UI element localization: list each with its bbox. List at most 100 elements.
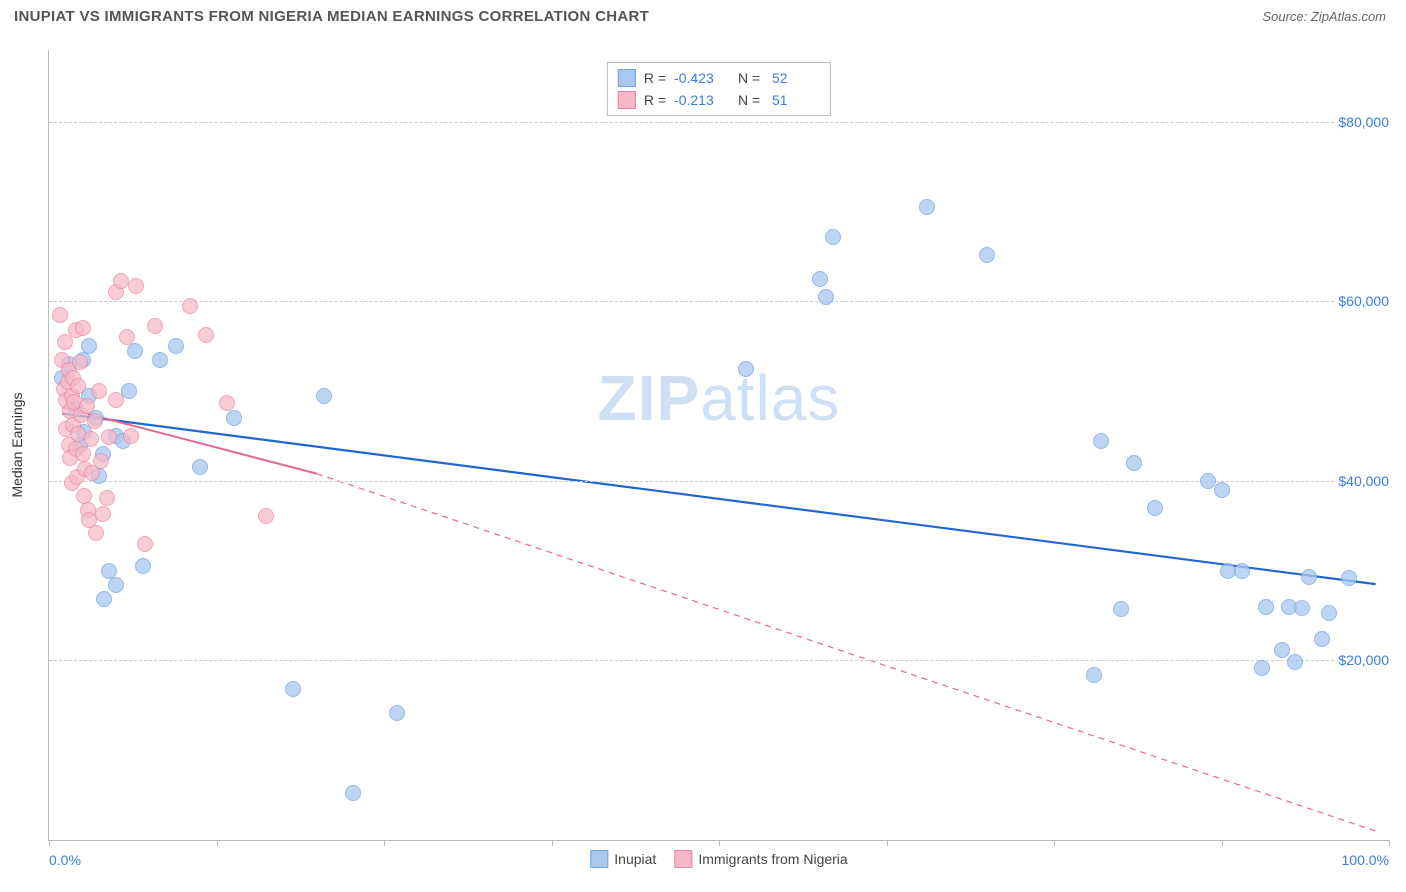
stat-n-label: N = [734,70,760,86]
scatter-point [1214,482,1230,498]
scatter-point [1113,601,1129,617]
scatter-point [389,705,405,721]
scatter-point [95,506,111,522]
scatter-point [152,352,168,368]
scatter-point [345,785,361,801]
x-tick [49,840,50,846]
stat-r-label: R = [644,92,666,108]
scatter-point [825,229,841,245]
gridline [49,660,1389,661]
scatter-point [1321,605,1337,621]
trend-lines-layer [49,50,1389,840]
scatter-point [137,536,153,552]
x-axis-min-label: 0.0% [49,852,81,868]
scatter-point [119,329,135,345]
scatter-point [83,431,99,447]
stats-row: R = -0.213 N = 51 [618,89,820,111]
scatter-point [147,318,163,334]
scatter-point [101,429,117,445]
y-tick-label: $40,000 [1336,473,1391,489]
scatter-point [1294,600,1310,616]
legend-swatch [674,850,692,868]
scatter-point [1254,660,1270,676]
chart-title: INUPIAT VS IMMIGRANTS FROM NIGERIA MEDIA… [14,8,649,25]
gridline [49,301,1389,302]
scatter-point [1093,433,1109,449]
y-tick-label: $20,000 [1336,652,1391,668]
stat-r-value: -0.213 [674,92,726,108]
scatter-point [108,392,124,408]
scatter-point [113,273,129,289]
x-axis-max-label: 100.0% [1342,852,1389,868]
stat-n-value: 52 [768,70,820,86]
x-tick [1389,840,1390,846]
scatter-point [1314,631,1330,647]
stat-n-label: N = [734,92,760,108]
scatter-point [121,383,137,399]
scatter-point [258,508,274,524]
legend-swatch [590,850,608,868]
scatter-point [99,490,115,506]
scatter-point [79,398,95,414]
y-tick-label: $80,000 [1336,114,1391,130]
scatter-point [123,428,139,444]
source-attribution: Source: ZipAtlas.com [1262,9,1386,24]
scatter-point [226,410,242,426]
scatter-point [128,278,144,294]
scatter-point [88,525,104,541]
scatter-point [72,354,88,370]
scatter-point [219,395,235,411]
legend-item: Inupiat [590,850,656,868]
x-tick [719,840,720,846]
scatter-point [316,388,332,404]
scatter-point [1086,667,1102,683]
x-tick [384,840,385,846]
scatter-point [1258,599,1274,615]
gridline [49,481,1389,482]
correlation-stats-box: R = -0.423 N = 52 R = -0.213 N = 51 [607,62,831,116]
gridline [49,122,1389,123]
scatter-chart: Median Earnings ZIPatlas R =-0.423 N = 5… [48,50,1389,841]
series-legend: Inupiat Immigrants from Nigeria [590,850,847,868]
scatter-point [1234,563,1250,579]
stat-r-label: R = [644,70,666,86]
scatter-point [87,413,103,429]
scatter-point [1147,500,1163,516]
scatter-point [812,271,828,287]
x-tick [887,840,888,846]
stats-row: R = -0.423 N = 52 [618,67,820,89]
stat-n-value: 51 [768,92,820,108]
series-swatch [618,91,636,109]
scatter-point [75,320,91,336]
legend-label: Immigrants from Nigeria [698,851,847,867]
scatter-point [93,453,109,469]
trend-line [62,414,1375,585]
trend-line [317,474,1376,831]
scatter-point [1341,570,1357,586]
scatter-point [1301,569,1317,585]
x-tick [552,840,553,846]
x-tick [1222,840,1223,846]
scatter-point [96,591,112,607]
scatter-point [738,361,754,377]
legend-label: Inupiat [614,851,656,867]
scatter-point [979,247,995,263]
scatter-point [70,378,86,394]
scatter-point [1126,455,1142,471]
x-tick [217,840,218,846]
scatter-point [75,446,91,462]
scatter-point [81,338,97,354]
stat-r-value: -0.423 [674,70,726,86]
scatter-point [818,289,834,305]
scatter-point [1274,642,1290,658]
scatter-point [285,681,301,697]
y-axis-title: Median Earnings [9,392,25,497]
scatter-point [192,459,208,475]
scatter-point [1287,654,1303,670]
scatter-point [198,327,214,343]
x-tick [1054,840,1055,846]
y-tick-label: $60,000 [1336,293,1391,309]
scatter-point [108,577,124,593]
scatter-point [919,199,935,215]
scatter-point [135,558,151,574]
